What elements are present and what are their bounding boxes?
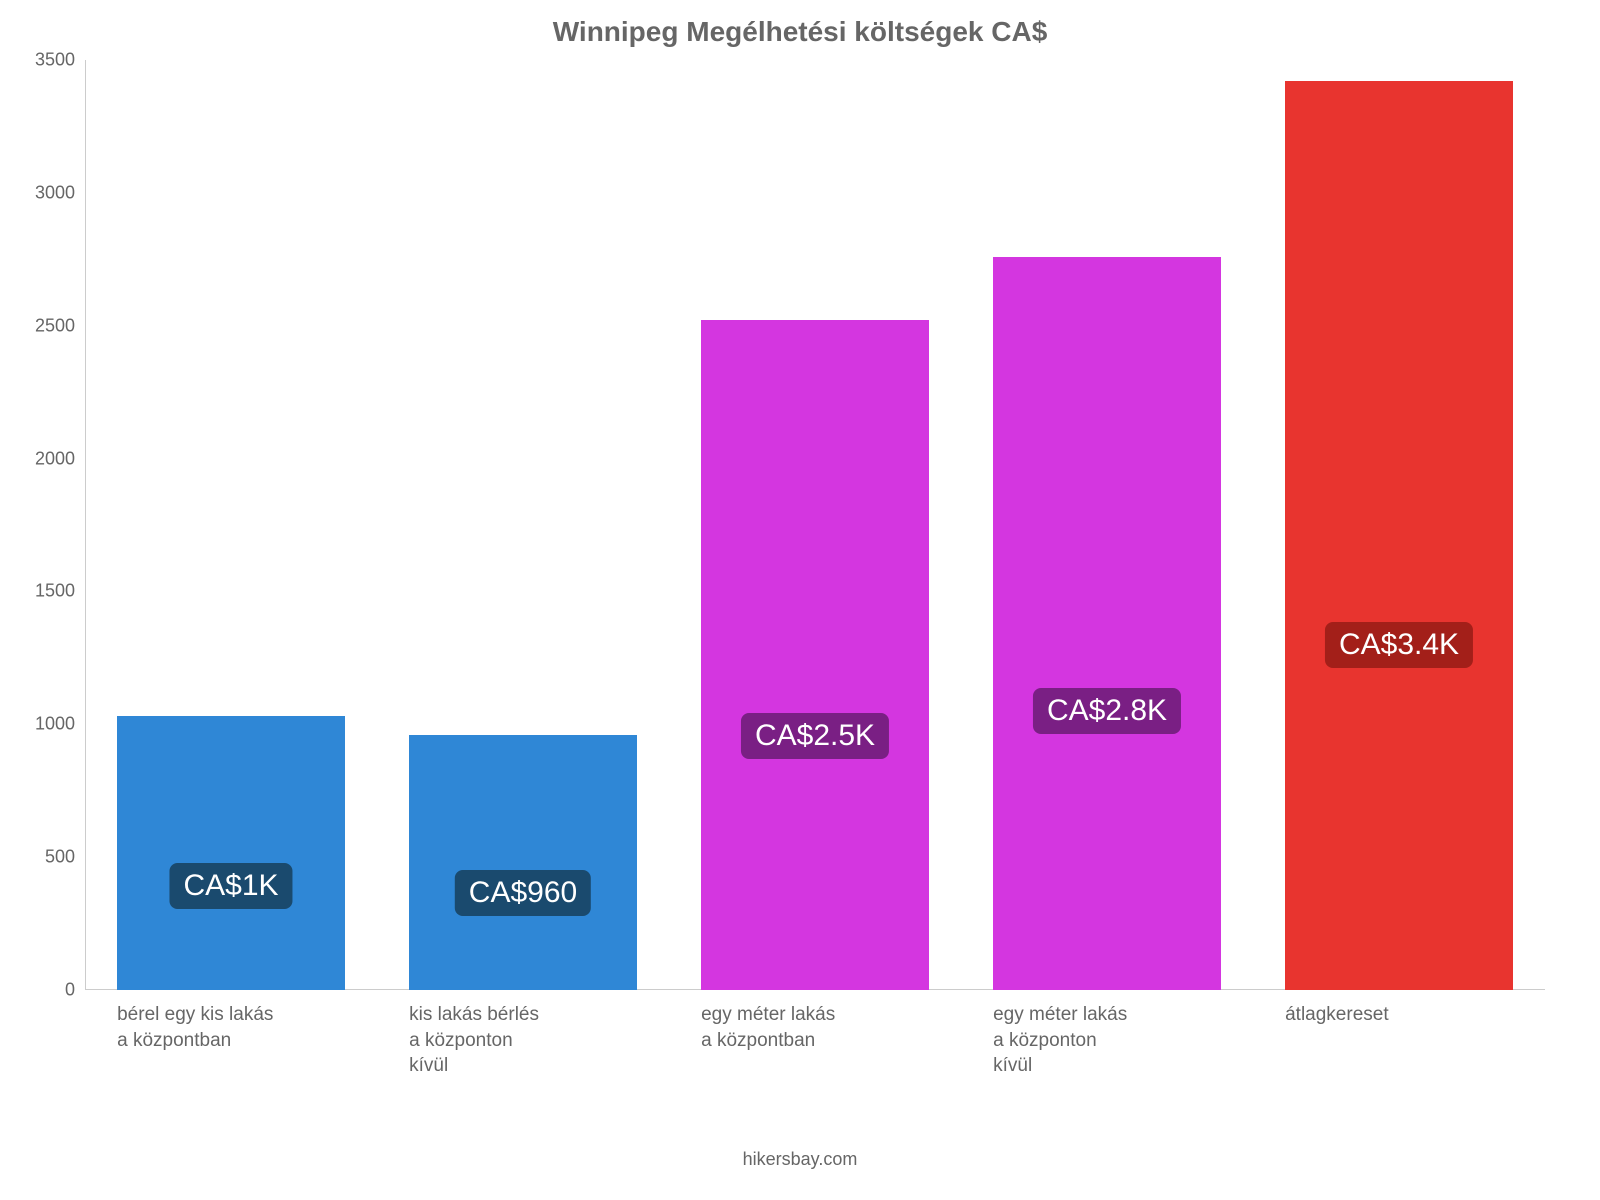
y-tick-label: 1500 <box>25 581 75 602</box>
y-tick-label: 2000 <box>25 448 75 469</box>
x-axis-label: kis lakás bérlésa központonkívül <box>409 1002 677 1079</box>
bar <box>117 716 345 990</box>
y-tick-label: 500 <box>25 847 75 868</box>
x-axis-labels: bérel egy kis lakása központban kis lakás… <box>85 1002 1545 1122</box>
bar <box>1285 81 1513 990</box>
bar-value-label: CA$2.8K <box>1033 688 1181 734</box>
y-tick-label: 3000 <box>25 182 75 203</box>
bar-slot <box>701 60 929 990</box>
bar-slot <box>1285 60 1513 990</box>
bar-value-label: CA$1K <box>169 863 292 909</box>
bar <box>701 320 929 990</box>
bar-slot <box>993 60 1221 990</box>
bar-value-label: CA$3.4K <box>1325 622 1473 668</box>
y-tick-label: 3500 <box>25 50 75 71</box>
x-axis-label: egy méter lakása központban <box>701 1002 969 1053</box>
bar-value-label: CA$960 <box>455 870 591 916</box>
bar <box>993 257 1221 990</box>
chart-title: Winnipeg Megélhetési költségek CA$ <box>0 16 1600 48</box>
attribution: hikersbay.com <box>0 1149 1600 1170</box>
bar-slot <box>117 60 345 990</box>
y-tick-label: 0 <box>25 980 75 1001</box>
bar <box>409 735 637 990</box>
plot-area: 0500100015002000250030003500 CA$1KCA$960… <box>85 60 1545 990</box>
bar-slot <box>409 60 637 990</box>
y-tick-label: 2500 <box>25 315 75 336</box>
x-axis-label: bérel egy kis lakása központban <box>117 1002 385 1053</box>
x-axis-label: egy méter lakása központonkívül <box>993 1002 1261 1079</box>
bar-value-label: CA$2.5K <box>741 713 889 759</box>
y-tick-label: 1000 <box>25 714 75 735</box>
x-axis-label: átlagkereset <box>1285 1002 1553 1028</box>
